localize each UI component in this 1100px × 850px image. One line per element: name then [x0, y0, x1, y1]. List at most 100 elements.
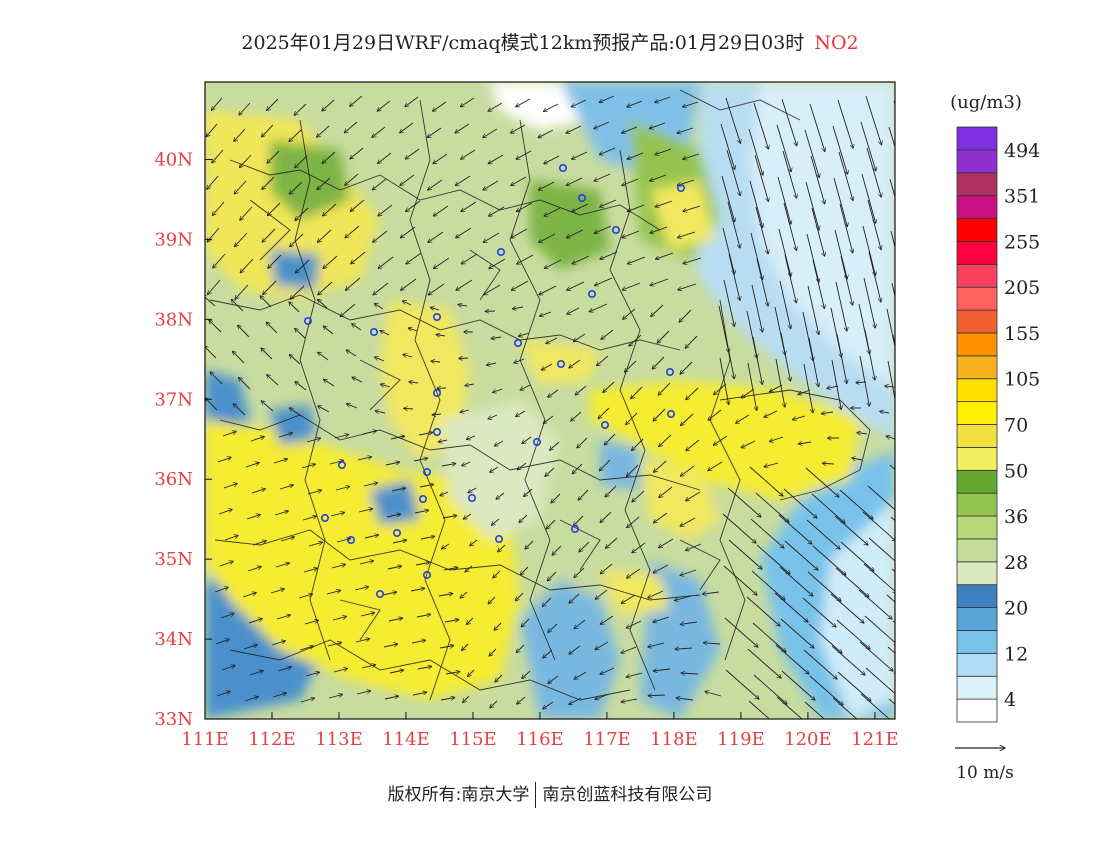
wind-arrow — [680, 465, 695, 476]
wind-arrow — [326, 590, 341, 595]
wind-arrow — [442, 516, 457, 519]
wind-arrow — [212, 149, 224, 163]
wind-arrow — [538, 129, 554, 138]
wind-arrow — [569, 593, 580, 603]
wind-arrow — [631, 386, 643, 399]
wind-arrow — [373, 282, 389, 295]
wind-arrow — [678, 283, 697, 290]
colorbar-label: 20 — [1004, 598, 1028, 620]
wind-arrow — [498, 544, 506, 552]
wind-arrow — [886, 436, 895, 439]
wind-arrow — [857, 433, 868, 434]
wind-arrow — [539, 285, 557, 295]
wind-arrow — [571, 99, 587, 107]
wind-arrow — [391, 488, 406, 492]
wind-arrow — [344, 121, 358, 133]
wind-arrow — [318, 352, 329, 361]
wind-arrow — [594, 121, 610, 129]
wind-arrow — [233, 351, 245, 364]
wind-arrow — [569, 359, 581, 368]
wind-arrow — [775, 644, 809, 674]
wind-arrow — [683, 257, 702, 264]
wind-arrow — [295, 328, 306, 339]
wind-arrow — [441, 464, 456, 467]
wind-arrow — [755, 492, 789, 522]
wind-arrow — [548, 623, 558, 632]
city-marker — [432, 312, 441, 321]
wind-arrow — [629, 334, 642, 346]
colorbar-cell — [956, 446, 998, 471]
wind-arrow — [777, 176, 791, 224]
wind-arrow — [805, 467, 839, 497]
wind-arrow — [383, 644, 398, 648]
wind-arrow — [574, 671, 587, 679]
wind-arrow — [542, 597, 552, 607]
colorbar-cell — [956, 286, 998, 311]
wind-arrow — [318, 406, 330, 413]
wind-arrow — [866, 147, 881, 197]
wind-arrow — [517, 696, 526, 704]
wind-arrow — [461, 253, 478, 264]
city-marker — [375, 589, 384, 598]
wind-arrow — [456, 279, 473, 290]
wind-arrow — [728, 539, 762, 569]
wind-arrow — [893, 100, 895, 106]
wind-arrow — [686, 491, 701, 501]
wind-arrow — [686, 387, 699, 400]
wind-arrow — [543, 415, 554, 424]
wind-arrow — [622, 282, 641, 290]
wind-arrow — [430, 307, 440, 310]
wind-arrow — [780, 618, 814, 648]
wind-arrow — [271, 641, 285, 646]
wind-arrow — [653, 564, 669, 573]
city-marker — [494, 534, 503, 543]
colorbar-label: 70 — [1004, 415, 1028, 437]
wind-arrow — [659, 538, 674, 548]
colorbar-label: 351 — [1004, 186, 1040, 208]
wind-arrow — [622, 230, 640, 238]
wind-arrow — [889, 178, 895, 199]
wind-arrow — [352, 324, 362, 331]
wind-arrow — [458, 305, 468, 306]
wind-arrow — [433, 101, 447, 111]
wind-arrow — [250, 437, 264, 442]
wind-arrow — [650, 226, 668, 233]
wind-arrow — [832, 125, 848, 174]
colorbar-label: 494 — [1004, 140, 1040, 162]
wind-arrow — [205, 398, 218, 411]
lat-label: 38N — [154, 309, 193, 330]
wind-arrow — [520, 384, 531, 390]
wind-arrow — [754, 154, 768, 202]
wind-arrow — [290, 285, 305, 299]
wind-arrow — [621, 698, 638, 702]
wind-arrow — [403, 355, 413, 358]
wind-arrow — [239, 102, 251, 115]
wind-arrow — [868, 251, 881, 302]
wind-arrow — [295, 382, 307, 391]
wind-arrow — [245, 463, 259, 468]
colorbar-cell — [956, 332, 998, 357]
wind-arrow — [216, 691, 230, 697]
lat-label: 33N — [154, 709, 193, 730]
wind-arrow — [569, 697, 582, 705]
wind-arrow — [827, 386, 839, 388]
wind-arrow — [806, 519, 840, 549]
city-marker — [496, 248, 505, 257]
city-marker — [666, 409, 675, 418]
wind-arrow — [261, 124, 274, 137]
wind-arrow — [238, 378, 251, 390]
wind-arrow — [546, 519, 556, 529]
wind-arrow — [405, 96, 419, 107]
wind-arrow — [892, 620, 895, 624]
wind-arrow — [891, 568, 895, 573]
wind-arrow — [750, 518, 784, 548]
wind-arrow — [350, 199, 365, 211]
wind-arrow — [654, 460, 667, 472]
wind-arrow — [493, 570, 501, 578]
wind-arrow — [412, 692, 427, 696]
wind-arrow — [335, 487, 350, 491]
wind-arrow — [578, 489, 589, 500]
colorbar-label: 12 — [1004, 643, 1028, 665]
wind-arrow — [489, 258, 506, 269]
